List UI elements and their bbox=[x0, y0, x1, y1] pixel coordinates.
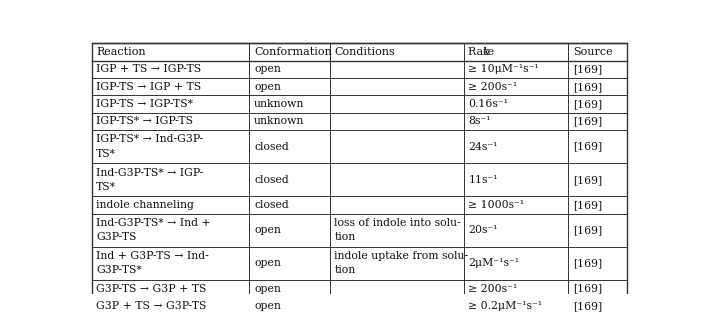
Text: closed: closed bbox=[254, 175, 289, 185]
Text: closed: closed bbox=[254, 200, 289, 210]
Text: open: open bbox=[254, 258, 281, 268]
Text: 20s⁻¹: 20s⁻¹ bbox=[468, 225, 498, 235]
Text: Ind-G3P-TS* → Ind +: Ind-G3P-TS* → Ind + bbox=[96, 218, 211, 228]
Text: IGP-TS → IGP + TS: IGP-TS → IGP + TS bbox=[96, 82, 201, 92]
Text: [169]: [169] bbox=[573, 225, 602, 235]
Text: open: open bbox=[254, 225, 281, 235]
Text: tion: tion bbox=[334, 265, 355, 276]
Text: indole channeling: indole channeling bbox=[96, 200, 194, 210]
Text: IGP-TS → IGP-TS*: IGP-TS → IGP-TS* bbox=[96, 99, 193, 109]
Text: Conditions: Conditions bbox=[334, 47, 395, 57]
Text: ≥ 200s⁻¹: ≥ 200s⁻¹ bbox=[468, 82, 517, 92]
Text: IGP-TS* → Ind-G3P-: IGP-TS* → Ind-G3P- bbox=[96, 134, 203, 145]
Text: Ind-G3P-TS* → IGP-: Ind-G3P-TS* → IGP- bbox=[96, 168, 203, 178]
Text: open: open bbox=[254, 64, 281, 75]
Text: tion: tion bbox=[334, 232, 355, 242]
Text: Source: Source bbox=[573, 47, 613, 57]
Text: G3P-TS → G3P + TS: G3P-TS → G3P + TS bbox=[96, 283, 207, 293]
Text: [169]: [169] bbox=[573, 99, 602, 109]
Text: G3P + TS → G3P-TS: G3P + TS → G3P-TS bbox=[96, 301, 207, 311]
Text: 11s⁻¹: 11s⁻¹ bbox=[468, 175, 498, 185]
Text: 8s⁻¹: 8s⁻¹ bbox=[468, 116, 491, 126]
Text: Reaction: Reaction bbox=[96, 47, 146, 57]
Text: open: open bbox=[254, 283, 281, 293]
Text: loss of indole into solu-: loss of indole into solu- bbox=[334, 218, 461, 228]
Text: 0.16s⁻¹: 0.16s⁻¹ bbox=[468, 99, 508, 109]
Text: ≥ 0.2μM⁻¹s⁻¹: ≥ 0.2μM⁻¹s⁻¹ bbox=[468, 301, 543, 311]
Text: G3P-TS: G3P-TS bbox=[96, 232, 137, 242]
Text: Conformation: Conformation bbox=[254, 47, 332, 57]
Text: Ind + G3P-TS → Ind-: Ind + G3P-TS → Ind- bbox=[96, 251, 209, 261]
Text: [169]: [169] bbox=[573, 175, 602, 185]
Text: 24s⁻¹: 24s⁻¹ bbox=[468, 142, 498, 151]
Text: Rate: Rate bbox=[468, 47, 498, 57]
Text: [169]: [169] bbox=[573, 301, 602, 311]
Text: [169]: [169] bbox=[573, 82, 602, 92]
Text: G3P-TS*: G3P-TS* bbox=[96, 265, 142, 276]
Text: [169]: [169] bbox=[573, 64, 602, 75]
Text: IGP-TS* → IGP-TS: IGP-TS* → IGP-TS bbox=[96, 116, 193, 126]
Text: open: open bbox=[254, 82, 281, 92]
Text: [169]: [169] bbox=[573, 116, 602, 126]
Text: ≥ 1000s⁻¹: ≥ 1000s⁻¹ bbox=[468, 200, 524, 210]
Text: ≥ 10μM⁻¹s⁻¹: ≥ 10μM⁻¹s⁻¹ bbox=[468, 64, 539, 75]
Text: 2μM⁻¹s⁻¹: 2μM⁻¹s⁻¹ bbox=[468, 258, 519, 268]
Text: indole uptake from solu-: indole uptake from solu- bbox=[334, 251, 468, 261]
Text: ≥ 200s⁻¹: ≥ 200s⁻¹ bbox=[468, 283, 517, 293]
Text: closed: closed bbox=[254, 142, 289, 151]
Text: IGP + TS → IGP-TS: IGP + TS → IGP-TS bbox=[96, 64, 201, 75]
Text: TS*: TS* bbox=[96, 182, 116, 192]
Text: [169]: [169] bbox=[573, 258, 602, 268]
Text: [169]: [169] bbox=[573, 200, 602, 210]
Text: TS*: TS* bbox=[96, 149, 116, 159]
Text: k: k bbox=[483, 47, 489, 57]
Text: [169]: [169] bbox=[573, 142, 602, 151]
Text: unknown: unknown bbox=[254, 99, 304, 109]
Text: unknown: unknown bbox=[254, 116, 304, 126]
Text: open: open bbox=[254, 301, 281, 311]
Text: [169]: [169] bbox=[573, 283, 602, 293]
